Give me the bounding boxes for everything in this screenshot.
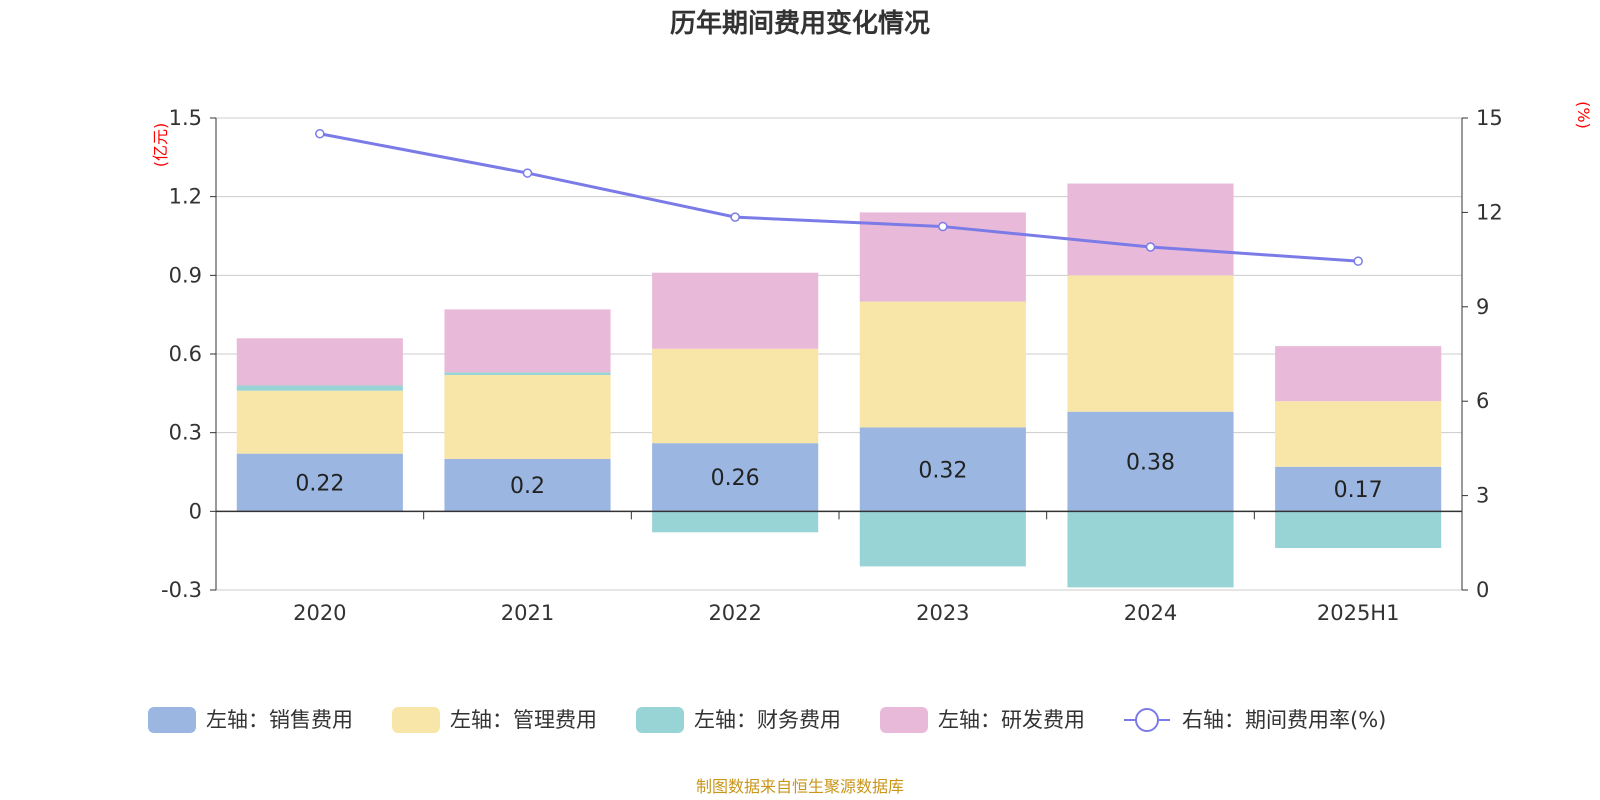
legend-swatch <box>880 707 928 733</box>
right-tick-label: 9 <box>1476 295 1489 319</box>
legend-label: 左轴：销售费用 <box>206 708 353 732</box>
rate-point <box>315 128 325 139</box>
bar-4-2025H1 <box>1275 346 1442 402</box>
bar-2-2025H1 <box>1275 401 1442 467</box>
left-tick-label: -0.3 <box>161 578 202 602</box>
bar-2-2020 <box>236 390 403 454</box>
left-tick-label: 0.9 <box>169 263 202 287</box>
right-tick-label: 12 <box>1476 200 1503 224</box>
bar-3-2022 <box>652 511 819 533</box>
legend-swatch <box>392 707 440 733</box>
legend-label: 左轴：管理费用 <box>450 708 597 732</box>
legend-label: 左轴：研发费用 <box>938 708 1085 732</box>
rate-point <box>730 212 740 222</box>
source-note: 制图数据来自恒生聚源数据库 <box>696 777 904 796</box>
bar-series <box>236 183 1442 588</box>
grid-lines <box>216 117 1462 591</box>
bar-4-2022 <box>652 272 819 349</box>
data-labels: 0.22 0.2 0.26 0.32 0.38 0.17 <box>295 451 1382 504</box>
right-tick-label: 0 <box>1476 578 1489 602</box>
bar-3-2025H1 <box>1275 511 1442 549</box>
right-axis-unit: (%) <box>1574 101 1593 129</box>
rate-point <box>1145 242 1156 252</box>
bar-1-2023 <box>859 427 1026 512</box>
bar-1-2022 <box>652 443 819 512</box>
line-series <box>315 128 1363 266</box>
bar-2-2023 <box>859 301 1026 428</box>
right-tick-label: 15 <box>1476 106 1503 130</box>
bar-2-2024 <box>1067 275 1234 412</box>
bar-1-2020 <box>236 453 403 512</box>
axes: -0.3 0 0.3 0.6 0.9 1.2 1.5 0 3 6 9 12 15 2020 2021 2022… <box>161 106 1503 625</box>
data-label: 0.32 <box>918 458 967 483</box>
data-label: 0.17 <box>1334 478 1383 503</box>
rate-point <box>522 168 533 178</box>
bar-1-2021 <box>444 458 611 512</box>
data-label: 0.26 <box>711 466 760 491</box>
chart-title: 历年期间费用变化情况 <box>670 8 930 39</box>
data-label: 0.38 <box>1126 451 1175 476</box>
x-tick-label: 2025H1 <box>1317 601 1400 625</box>
bar-4-2020 <box>236 338 403 386</box>
left-tick-label: 0.3 <box>169 421 202 445</box>
bar-3-2020 <box>236 385 403 391</box>
rate-line <box>319 132 1359 263</box>
data-label: 0.22 <box>295 471 344 496</box>
left-tick-label: 1.5 <box>169 106 202 130</box>
bar-4-2021 <box>444 309 611 373</box>
bar-3-2024 <box>1067 511 1234 588</box>
bar-1-2024 <box>1067 411 1234 512</box>
bar-3-2023 <box>859 511 1026 567</box>
legend-label: 右轴：期间费用率(%) <box>1182 708 1386 732</box>
x-tick-label: 2021 <box>501 601 554 625</box>
rate-point <box>1353 256 1363 266</box>
x-tick-label: 2020 <box>293 601 346 625</box>
bar-4-2024 <box>1067 183 1234 276</box>
right-tick-label: 3 <box>1476 484 1489 508</box>
left-tick-label: 0.6 <box>169 342 202 366</box>
x-tick-label: 2022 <box>708 601 761 625</box>
bar-1-2025H1 <box>1275 466 1442 512</box>
bar-3-2021 <box>444 372 611 375</box>
legend-label: 左轴：财务费用 <box>694 708 841 732</box>
bar-2-2022 <box>652 348 819 444</box>
x-tick-label: 2023 <box>916 601 969 625</box>
rate-point <box>938 221 948 232</box>
left-tick-label: 0 <box>189 499 202 523</box>
left-tick-label: 1.2 <box>169 185 202 209</box>
legend-swatch <box>636 707 684 733</box>
data-label: 0.2 <box>510 474 545 499</box>
right-tick-label: 6 <box>1476 389 1489 413</box>
left-axis-unit: (亿元) <box>151 123 170 168</box>
legend: 左轴：销售费用 左轴：管理费用 左轴：财务费用 左轴：研发费用 右轴：期间费用率(%) <box>148 707 1386 733</box>
legend-swatch <box>148 707 196 733</box>
bar-2-2021 <box>444 374 611 459</box>
x-tick-label: 2024 <box>1124 601 1177 625</box>
legend-marker <box>1135 708 1159 732</box>
